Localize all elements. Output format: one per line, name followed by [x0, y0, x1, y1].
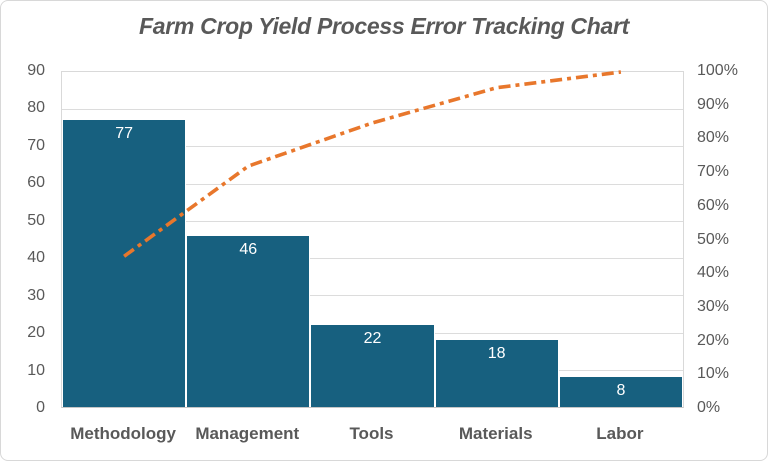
left-axis-tick: 50 — [27, 211, 45, 229]
gridline — [62, 295, 683, 297]
right-axis-tick: 0% — [697, 399, 721, 416]
category-label-labor: Labor — [596, 424, 644, 443]
bar-materials: 18 — [434, 340, 559, 407]
right-axis-tick: 20% — [697, 331, 730, 349]
left-axis-tick: 20 — [27, 324, 45, 342]
gridline — [62, 258, 683, 260]
right-axis-tick: 70% — [697, 163, 730, 181]
bar-value-label: 46 — [239, 240, 258, 258]
left-axis-tick: 10 — [27, 361, 45, 379]
bar-management: 46 — [186, 235, 311, 407]
right-axis-tick: 10% — [697, 365, 730, 383]
right-axis-tick: 80% — [697, 129, 730, 147]
chart-title: Farm Crop Yield Process Error Tracking C… — [139, 13, 629, 39]
left-axis-tick: 60 — [27, 174, 45, 192]
plot-area: 77 46 22 18 8 — [61, 70, 684, 408]
bar-labor: 8 — [558, 377, 683, 407]
category-label-tools: Tools — [349, 424, 394, 443]
bar-methodology: 77 — [62, 120, 187, 407]
left-axis-tick: 30 — [27, 286, 45, 304]
right-axis-tick: 30% — [697, 297, 730, 315]
bar-value-label: 22 — [363, 330, 382, 348]
category-label-methodology: Methodology — [70, 424, 176, 443]
left-axis-tick: 70 — [27, 136, 45, 154]
gridline — [62, 109, 683, 111]
category-label-management: Management — [195, 424, 300, 443]
bar-tools: 22 — [310, 325, 435, 407]
bar-value-label: 18 — [487, 345, 506, 362]
left-axis-tick: 90 — [27, 62, 45, 79]
right-axis-tick: 40% — [697, 264, 730, 282]
right-axis-tick: 90% — [697, 95, 730, 113]
right-axis-tick: 60% — [697, 196, 730, 214]
left-axis-tick: 80 — [27, 99, 45, 117]
bar-value-label: 8 — [616, 382, 626, 400]
left-axis-tick: 40 — [27, 249, 45, 267]
category-label-materials: Materials — [458, 424, 533, 443]
left-axis-tick: 0 — [36, 399, 45, 416]
right-axis-tick: 100% — [697, 62, 738, 79]
bar-value-label: 77 — [115, 125, 133, 143]
right-axis-tick: 50% — [697, 230, 730, 248]
